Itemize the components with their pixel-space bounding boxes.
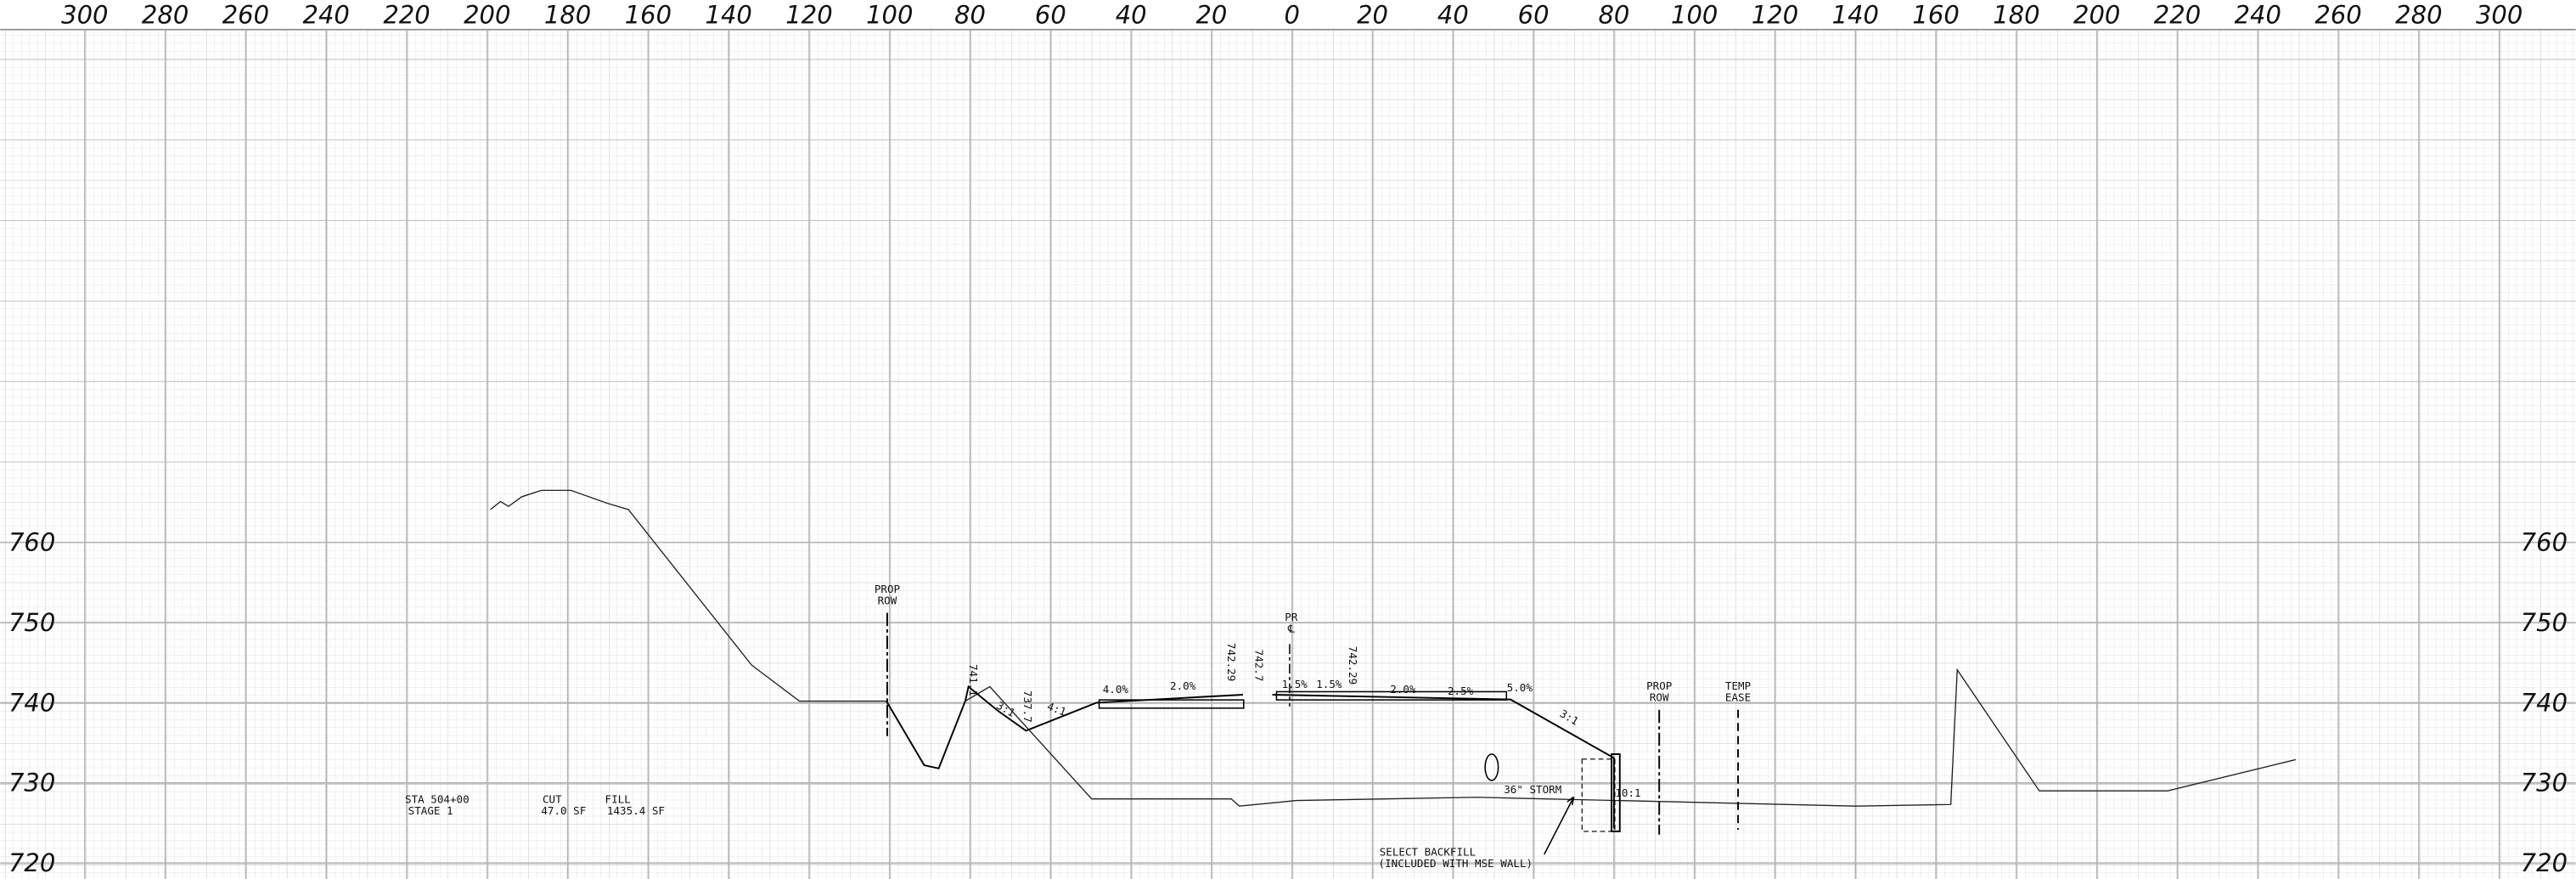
x-tick-label: 120: [1752, 0, 1798, 29]
annotation: CUT: [543, 793, 562, 806]
annotation: 1.5%: [1282, 678, 1308, 690]
annotation: 2.0%: [1170, 679, 1196, 692]
x-tick-label: 280: [142, 0, 188, 29]
y-tick-label: 730: [2521, 769, 2568, 797]
backfill-zone: [1581, 758, 1616, 832]
annotation: STA 504+00: [405, 793, 470, 806]
y-tick-label: 760: [2521, 528, 2568, 557]
x-tick-label: 0: [1285, 0, 1300, 29]
x-tick-label: 160: [1912, 0, 1959, 29]
y-tick-label: 720: [2521, 848, 2568, 877]
annotation: PROP: [875, 583, 900, 595]
annotation: 5.0%: [1507, 681, 1533, 694]
x-tick-label: 300: [2476, 0, 2523, 29]
y-tick-label: 720: [8, 848, 55, 877]
x-tick-label: 40: [1437, 0, 1469, 29]
y-tick-label: 760: [8, 528, 55, 557]
annotation: 10:1: [1615, 786, 1640, 799]
x-tick-label: 40: [1116, 0, 1147, 29]
x-tick-label: 100: [866, 0, 913, 29]
x-tick-label: 260: [2314, 0, 2361, 29]
x-tick-label: 160: [625, 0, 672, 29]
x-tick-label: 80: [1598, 0, 1629, 29]
x-tick-label: 180: [544, 0, 591, 29]
x-tick-label: 220: [383, 0, 430, 29]
annotation: ROW: [878, 594, 897, 607]
y-tick-label: 740: [2521, 688, 2568, 717]
annotation: 2.0%: [1390, 683, 1416, 696]
x-tick-label: 200: [464, 0, 510, 29]
x-tick-label: 100: [1671, 0, 1718, 29]
annotation: 4:1: [1045, 700, 1067, 718]
y-tick-label: 730: [8, 769, 55, 797]
x-tick-label: 220: [2154, 0, 2201, 29]
annotation: 742.7: [1253, 650, 1266, 682]
x-tick-label: 300: [61, 0, 108, 29]
annotation: EASE: [1725, 691, 1751, 704]
pavement: [1275, 690, 1508, 701]
annotation: 4.0%: [1103, 683, 1129, 696]
annotation: ROW: [1650, 691, 1669, 704]
y-tick-label: 750: [2521, 608, 2568, 637]
annotation: 36" STORM: [1504, 783, 1562, 796]
x-tick-label: 180: [1993, 0, 2039, 29]
x-tick-label: 80: [954, 0, 986, 29]
x-tick-label: 20: [1195, 0, 1227, 29]
annotation: (INCLUDED WITH MSE WALL): [1379, 857, 1533, 870]
annotation: FILL: [605, 793, 631, 806]
annotation: STAGE 1: [408, 804, 453, 817]
ground-line: [1272, 694, 1615, 829]
ground-line: [886, 685, 1243, 769]
storm-pipe: [1484, 753, 1499, 781]
annotation: 1435.4 SF: [607, 804, 665, 817]
annotation: 741.1: [967, 664, 980, 696]
major-grid: [0, 29, 2576, 879]
annotation: 47.0 SF: [541, 804, 586, 817]
leader: [1544, 796, 1575, 855]
annotation: PROP: [1646, 679, 1672, 692]
x-tick-label: 140: [1832, 0, 1879, 29]
mse-wall: [1611, 753, 1621, 832]
annotation: TEMP: [1725, 679, 1751, 692]
annotation: 742.29: [1347, 646, 1359, 685]
annotation: SELECT BACKFILL: [1380, 846, 1476, 859]
x-tick-label: 240: [2235, 0, 2281, 29]
x-tick-label: 260: [222, 0, 269, 29]
annotation: 737.7: [1021, 690, 1034, 723]
y-tick-label: 750: [8, 608, 55, 637]
annotation: 2.5%: [1448, 685, 1474, 697]
annotation: PR: [1285, 611, 1298, 623]
x-tick-label: 240: [303, 0, 350, 29]
y-tick-label: 740: [8, 688, 55, 717]
annotation: ℄: [1287, 622, 1296, 634]
x-tick-label: 140: [705, 0, 751, 29]
x-tick-label: 200: [2073, 0, 2120, 29]
x-tick-label: 60: [1518, 0, 1550, 29]
x-tick-label: 60: [1035, 0, 1066, 29]
annotation: 1.5%: [1316, 678, 1342, 690]
x-tick-label: 120: [785, 0, 832, 29]
pavement: [1098, 699, 1245, 709]
x-tick-label: 20: [1357, 0, 1388, 29]
x-tick-label: 280: [2395, 0, 2442, 29]
annotation: 742.29: [1225, 643, 1238, 681]
